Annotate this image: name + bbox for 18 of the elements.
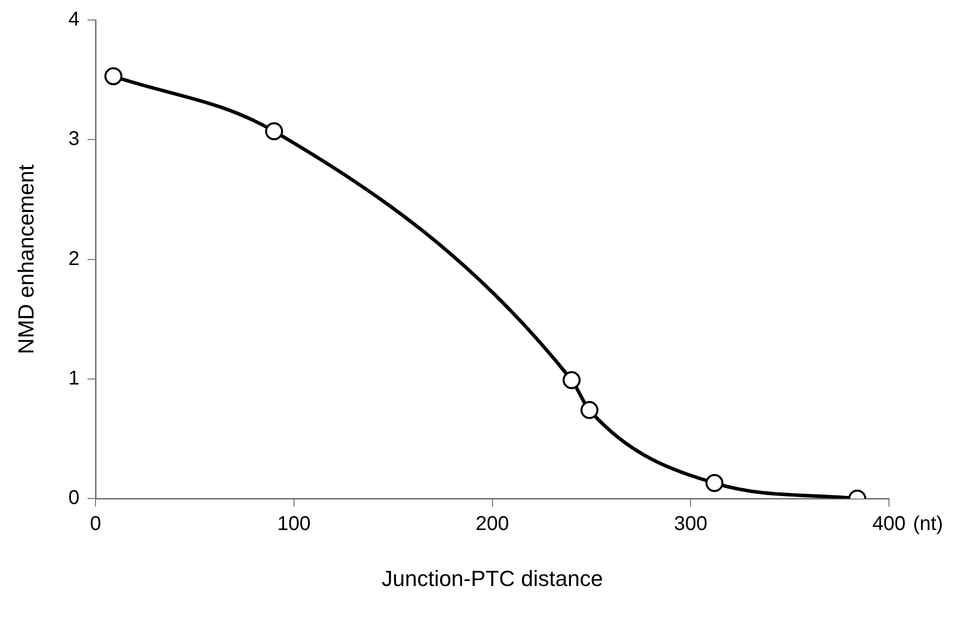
- point: [265, 122, 284, 140]
- y-tick-label: 4: [68, 8, 80, 31]
- y-tick-label: 0: [68, 487, 80, 510]
- y-tick-label: 2: [68, 248, 80, 270]
- y-tick-label: 3: [68, 128, 80, 150]
- point: [580, 401, 598, 420]
- x-tick-label: 100: [277, 513, 311, 536]
- point: [562, 371, 581, 390]
- x-tick-label: 400: [872, 513, 906, 536]
- point: [104, 67, 122, 86]
- y-axis-title: NMD enhancement: [13, 164, 38, 354]
- point: [705, 474, 724, 492]
- x-axis-title: Junction-PTC distance: [382, 566, 603, 591]
- x-tick-label: 0: [90, 513, 102, 536]
- y-tick-label: 1: [68, 367, 80, 390]
- x-tick-label: 300: [674, 513, 708, 536]
- x-tick-label: 200: [476, 513, 509, 536]
- text: (nt): [913, 513, 943, 536]
